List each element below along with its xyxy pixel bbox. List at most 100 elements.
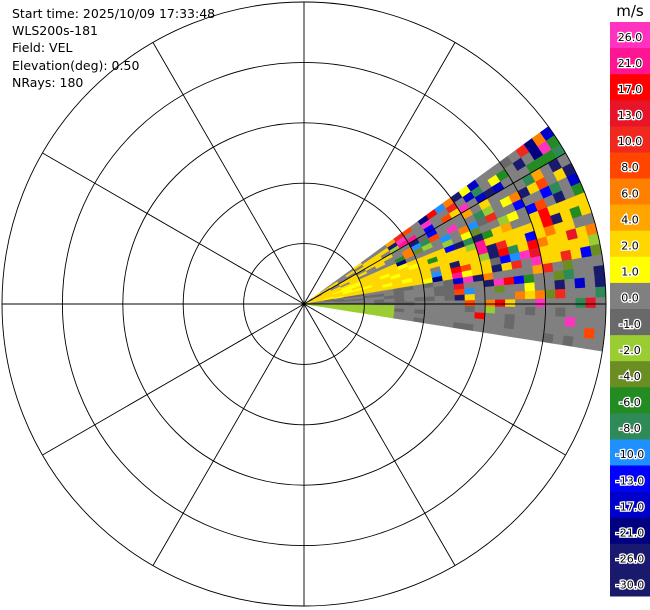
polar-grid	[1, 1, 607, 607]
sector-cell	[543, 271, 555, 282]
sector-cell	[573, 327, 586, 339]
sector-cell	[484, 306, 496, 314]
colorbar-tick-label: 17.0	[618, 83, 643, 96]
sector-cell	[424, 305, 436, 311]
sector-cell	[453, 283, 465, 291]
colorbar-swatch	[610, 335, 650, 362]
colorbar-tick-label: 4.0	[621, 213, 639, 226]
sector-cell	[434, 295, 446, 302]
sector-cell	[585, 287, 597, 299]
sector-cell	[474, 306, 486, 314]
sector-cell	[404, 297, 415, 303]
colorbar-swatch	[610, 256, 650, 284]
sector-cell	[575, 307, 587, 319]
sector-cell	[424, 291, 435, 298]
sector-cell	[494, 306, 506, 315]
sector-cell	[574, 317, 586, 329]
sector-cell	[563, 268, 575, 280]
sector-cell	[562, 335, 575, 347]
sector-cell	[444, 289, 456, 297]
sector-cell	[555, 288, 566, 299]
colorbar-swatch	[610, 74, 650, 101]
colorbar-tick-label: -26.0	[616, 553, 644, 566]
sector-cell	[582, 337, 595, 350]
azimuth-spoke	[303, 303, 566, 456]
sector-cell	[444, 310, 456, 318]
sector-cell	[524, 290, 536, 300]
colorbar-swatch	[610, 126, 650, 153]
sector-cell	[572, 336, 585, 349]
sector-cell	[454, 288, 466, 296]
sector-cell	[494, 292, 506, 301]
colorbar-tick-label: 0.0	[621, 292, 639, 305]
sector-cell	[593, 265, 605, 278]
sector-cell	[484, 312, 496, 321]
sector-cell	[554, 316, 566, 327]
sector-cell	[433, 319, 445, 327]
colorbar-swatch	[610, 517, 650, 545]
sector-cell	[544, 315, 556, 326]
sector-cell	[545, 298, 556, 308]
sector-cell	[573, 267, 585, 280]
colorbar-tick-label: -10.0	[616, 448, 644, 461]
sector-cell	[524, 314, 536, 325]
sector-cell	[544, 289, 556, 300]
sector-cell	[584, 276, 596, 289]
start-time-label: Start time: 2025/10/09 17:33:48	[12, 6, 216, 21]
sector-cell	[552, 334, 565, 346]
sector-cell	[522, 265, 534, 276]
colorbar-swatch	[610, 178, 650, 206]
sector-cell	[512, 329, 525, 339]
field-label: Field: VEL	[12, 40, 73, 56]
colorbar-tick-label: -13.0	[616, 474, 644, 487]
sector-cell	[543, 324, 555, 335]
sector-cell	[542, 333, 555, 344]
sector-cell	[434, 300, 446, 307]
sector-cell	[444, 295, 456, 302]
azimuth-spoke	[303, 42, 456, 305]
sector-cell	[594, 275, 606, 288]
header-info: Start time: 2025/10/09 17:33:48 WLS200s-…	[12, 5, 215, 91]
sector-cell	[444, 300, 456, 307]
sector-cell	[565, 288, 576, 299]
sector-cell	[384, 298, 395, 303]
instrument-label: WLS200s-181	[12, 23, 98, 39]
velocity-sector	[303, 126, 607, 352]
azimuth-spoke	[42, 152, 305, 305]
colorbar-swatch	[610, 48, 650, 75]
sector-cell	[595, 297, 607, 309]
colorbar-swatch	[610, 465, 650, 493]
sector-cell	[464, 311, 476, 319]
sector-cell	[462, 323, 475, 332]
sector-cell	[454, 294, 466, 302]
colorbar-swatch	[610, 439, 650, 467]
sector-cell	[414, 296, 426, 302]
sector-cell	[563, 326, 576, 338]
colorbar-tick-label: -21.0	[616, 527, 644, 540]
colorbar-swatch	[610, 413, 650, 440]
colorbar-tick-label: -2.0	[619, 344, 640, 357]
sector-cell	[534, 281, 546, 292]
sector-cell	[554, 279, 566, 290]
colorbar-tick-label: -17.0	[616, 500, 644, 513]
colorbar-swatch	[610, 22, 650, 49]
sector-cell	[592, 339, 605, 352]
sector-cell	[484, 292, 496, 301]
azimuth-spoke	[303, 152, 566, 305]
colorbar-swatch	[610, 100, 650, 127]
azimuth-spoke	[152, 303, 305, 566]
sector-cell	[555, 298, 566, 308]
sector-cell	[595, 307, 607, 320]
sector-cell	[564, 278, 576, 290]
sector-cell	[513, 321, 525, 332]
colorbar-swatch	[610, 204, 650, 232]
sector-cell	[571, 257, 584, 270]
colorbar-swatch	[610, 569, 650, 597]
sector-cell	[555, 307, 566, 318]
sector-cell	[514, 283, 526, 293]
sector-cell	[494, 313, 506, 322]
colorbar-swatch	[610, 230, 650, 258]
sector-cell	[594, 318, 606, 331]
sector-cell	[574, 277, 586, 289]
sector-cell	[474, 286, 486, 295]
